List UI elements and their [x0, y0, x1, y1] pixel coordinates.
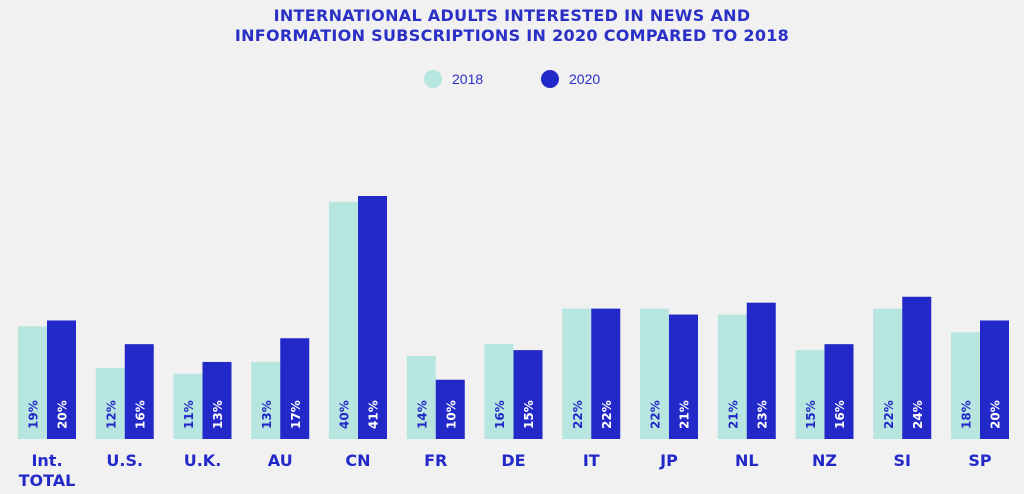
x-tick-label-int-total-line-2: TOTAL [19, 471, 76, 490]
bar-2020-de [513, 350, 543, 439]
data-label-2018-us: 12% [104, 400, 118, 429]
data-label-2018-au: 13% [260, 400, 274, 429]
x-tick-label-nz: NZ [812, 451, 837, 470]
data-label-2020-int-total: 20% [56, 400, 70, 429]
legend-label-2018: 2018 [452, 71, 484, 87]
data-label-2018-nz: 15% [804, 400, 818, 429]
x-tick-label-int-total-line-1: Int. [31, 451, 62, 470]
data-label-2018-fr: 14% [415, 400, 429, 429]
data-label-2020-cn: 41% [367, 400, 381, 429]
chart-title: INTERNATIONAL ADULTS INTERESTED IN NEWS … [0, 6, 1024, 46]
bar-2018-nz [795, 350, 825, 439]
x-tick-label-cn: CN [345, 451, 370, 470]
data-label-2020-us: 16% [133, 400, 147, 429]
x-tick-label-us: U.S. [106, 451, 143, 470]
bar-2020-sp [980, 320, 1009, 439]
bar-2020-int-total [47, 320, 76, 439]
data-label-2018-cn: 40% [338, 400, 352, 429]
data-label-2018-it: 22% [571, 400, 585, 429]
data-label-2018-int-total: 19% [27, 400, 41, 429]
data-label-2020-nl: 23% [755, 400, 769, 429]
bar-2018-si [873, 308, 903, 439]
x-tick-label-de: DE [501, 451, 525, 470]
legend: 2018 2020 [0, 70, 1024, 94]
bar-2018-cn [329, 201, 358, 439]
bar-2020-uk [202, 361, 232, 439]
bar-2020-nl [746, 302, 776, 439]
data-label-2018-nl: 21% [726, 400, 740, 429]
data-label-2018-si: 22% [882, 400, 896, 429]
legend-item-2020: 2020 [541, 70, 600, 88]
bar-2020-it [591, 308, 621, 439]
bar-2020-jp [669, 314, 698, 439]
bar-2020-us [124, 344, 154, 439]
legend-swatch-2018 [424, 70, 442, 88]
data-label-2018-uk: 11% [182, 400, 196, 429]
data-label-2020-nz: 16% [833, 400, 847, 429]
chart-title-line-1: INTERNATIONAL ADULTS INTERESTED IN NEWS … [273, 6, 751, 25]
data-label-2020-au: 17% [289, 400, 303, 429]
data-label-2020-uk: 13% [211, 400, 225, 429]
x-tick-label-nl: NL [735, 451, 759, 470]
bar-2018-fr [406, 356, 436, 439]
chart-title-line-2: INFORMATION SUBSCRIPTIONS IN 2020 COMPAR… [234, 26, 790, 45]
bar-2020-fr [435, 379, 465, 439]
data-label-2020-de: 15% [522, 400, 536, 429]
bar-2020-cn [358, 196, 387, 439]
x-tick-label-sp: SP [968, 451, 992, 470]
data-label-2020-fr: 10% [444, 400, 458, 429]
bar-2018-sp [951, 332, 980, 439]
data-label-2020-it: 22% [600, 400, 614, 429]
bar-2018-uk [173, 373, 203, 439]
bar-2018-nl [717, 314, 747, 439]
bar-2018-int-total [18, 326, 47, 439]
data-label-2018-de: 16% [493, 400, 507, 429]
data-label-2020-jp: 21% [678, 400, 692, 429]
legend-swatch-2020 [541, 70, 559, 88]
bar-2018-it [562, 308, 592, 439]
bar-2018-de [484, 344, 514, 439]
x-tick-label-si: SI [894, 451, 911, 470]
x-tick-label-it: IT [583, 451, 600, 470]
legend-item-2018: 2018 [424, 70, 483, 88]
x-tick-label-uk: U.K. [184, 451, 222, 470]
bar-2018-jp [640, 308, 669, 439]
bar-2020-au [280, 338, 310, 439]
x-tick-label-fr: FR [424, 451, 447, 470]
bar-2018-au [251, 361, 281, 439]
x-tick-label-jp: JP [659, 451, 678, 470]
data-label-2020-si: 24% [911, 400, 925, 429]
bar-2018-us [95, 367, 125, 439]
legend-label-2020: 2020 [569, 71, 601, 87]
bar-2020-si [902, 296, 932, 439]
x-tick-label-au: AU [268, 451, 293, 470]
data-label-2020-sp: 20% [989, 400, 1003, 429]
bar-2020-nz [824, 344, 854, 439]
data-label-2018-jp: 22% [649, 400, 663, 429]
data-label-2018-sp: 18% [960, 400, 974, 429]
